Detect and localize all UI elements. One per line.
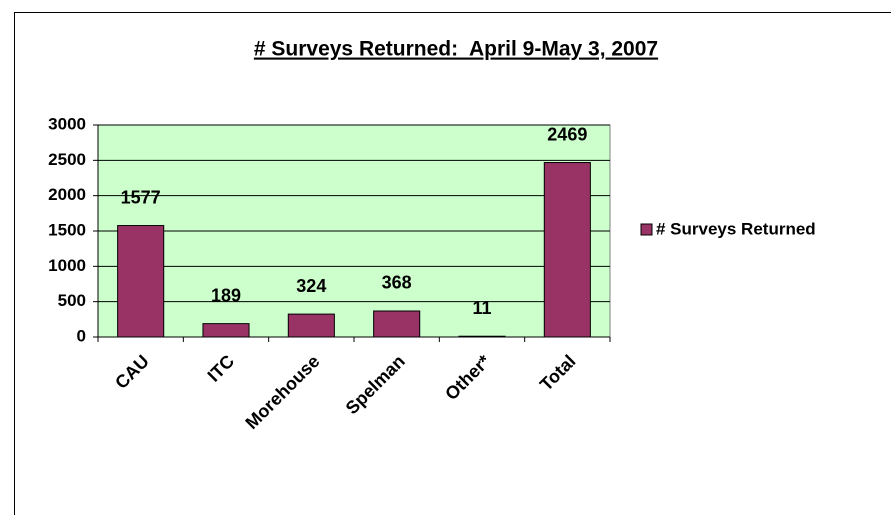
legend-label: # Surveys Returned bbox=[656, 219, 816, 238]
data-label: 2469 bbox=[547, 124, 587, 144]
y-tick-label: 2500 bbox=[48, 150, 86, 169]
y-tick-label: 500 bbox=[58, 291, 86, 310]
bar bbox=[373, 310, 421, 338]
y-tick-label: 2000 bbox=[48, 185, 86, 204]
data-label: 11 bbox=[472, 298, 491, 318]
data-label: 189 bbox=[211, 285, 241, 305]
data-label: 1577 bbox=[121, 187, 161, 207]
bar bbox=[202, 323, 250, 338]
data-label: 368 bbox=[382, 273, 412, 293]
y-tick-label: 1500 bbox=[48, 220, 86, 239]
chart-title: # Surveys Returned: April 9-May 3, 2007 bbox=[254, 38, 658, 61]
y-tick-label: 0 bbox=[77, 326, 86, 345]
data-label: 324 bbox=[296, 276, 326, 296]
bar bbox=[287, 313, 335, 338]
bar bbox=[458, 335, 506, 338]
bar bbox=[543, 162, 591, 338]
bar bbox=[117, 225, 165, 338]
y-tick-label: 3000 bbox=[48, 114, 86, 133]
y-tick-label: 1000 bbox=[48, 256, 86, 275]
legend-swatch bbox=[640, 223, 653, 236]
